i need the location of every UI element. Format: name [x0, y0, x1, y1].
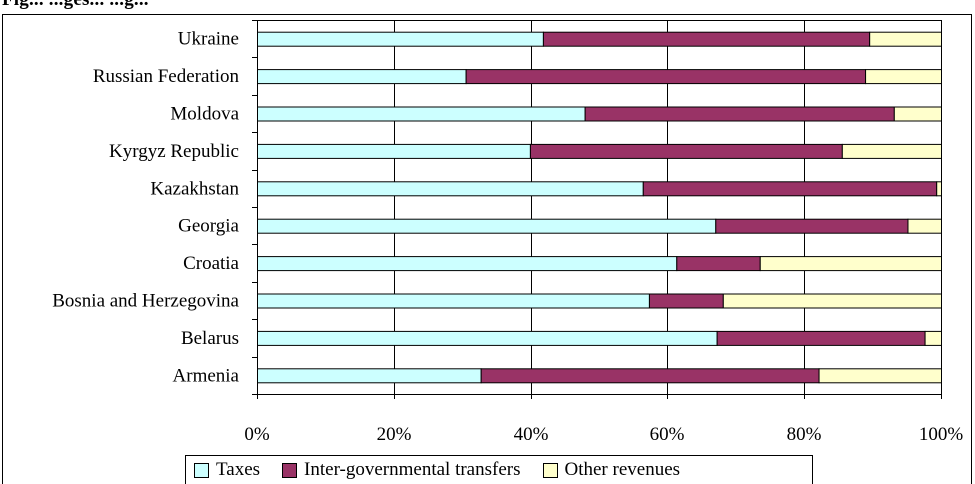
legend-label-taxes: Taxes: [216, 459, 261, 480]
x-tick-label: 60%: [650, 424, 685, 445]
bar-taxes: [257, 218, 717, 234]
legend-swatch-other: [542, 462, 558, 478]
x-tick-label: 80%: [787, 424, 822, 445]
legend-label-other: Other revenues: [564, 459, 681, 480]
bar-taxes: [257, 330, 718, 346]
bar-other: [936, 181, 942, 197]
plot-border: [257, 20, 942, 395]
bar-other: [865, 69, 942, 85]
bar-transfers: [648, 293, 724, 309]
bar-transfers: [716, 330, 926, 346]
bar-other: [841, 143, 943, 159]
y-tick-label: Georgia: [178, 216, 239, 237]
bar-transfers: [584, 106, 895, 122]
bar-other: [907, 218, 943, 234]
bar-taxes: [257, 69, 467, 85]
legend-item-taxes: Taxes: [194, 459, 260, 481]
y-tick-label: Ukraine: [178, 29, 239, 50]
bar-taxes: [257, 293, 650, 309]
bar-other: [722, 293, 943, 309]
x-tick-label: 0%: [244, 424, 270, 445]
bar-taxes: [257, 143, 531, 159]
chart-title-strip: Fig... ...ges... ...g...: [0, 0, 975, 14]
bar-other: [893, 106, 943, 122]
x-tick-label: 40%: [514, 424, 549, 445]
x-tick-label: 20%: [377, 424, 412, 445]
legend-item-other: Other revenues: [542, 459, 681, 481]
bar-transfers: [676, 256, 761, 272]
bar-taxes: [257, 368, 482, 384]
bar-other: [869, 31, 942, 47]
legend-swatch-transfers: [282, 462, 298, 478]
y-tick-label: Kyrgyz Republic: [109, 141, 239, 162]
bar-other: [924, 330, 942, 346]
legend-swatch-taxes: [194, 462, 209, 478]
y-tick-label: Croatia: [183, 253, 239, 274]
y-tick-label: Russian Federation: [93, 66, 240, 87]
bar-transfers: [715, 218, 909, 234]
bar-transfers: [642, 181, 938, 197]
x-tick-label: 100%: [919, 424, 964, 445]
legend-label-transfers: Inter-governmental transfers: [304, 459, 521, 480]
bar-taxes: [257, 181, 644, 197]
bar-transfers: [480, 368, 820, 384]
legend-item-transfers: Inter-governmental transfers: [282, 459, 521, 481]
y-tick-label: Armenia: [173, 365, 240, 386]
bar-transfers: [465, 69, 867, 85]
y-tick-label: Belarus: [181, 328, 239, 349]
y-tick-label: Bosnia and Herzegovina: [52, 291, 239, 312]
bar-taxes: [257, 256, 678, 272]
y-tick-label: Moldova: [170, 104, 239, 125]
chart-title-fragment: Fig... ...ges... ...g...: [2, 0, 149, 11]
bar-taxes: [257, 106, 586, 122]
bar-transfers: [529, 143, 843, 159]
bar-other: [759, 256, 942, 272]
bar-other: [818, 368, 943, 384]
bar-transfers: [542, 31, 871, 47]
chart-area-border: [2, 14, 972, 484]
y-tick-label: Kazakhstan: [150, 178, 239, 199]
chart-legend: Taxes Inter-governmental transfers Other…: [185, 455, 813, 484]
bar-taxes: [257, 31, 544, 47]
